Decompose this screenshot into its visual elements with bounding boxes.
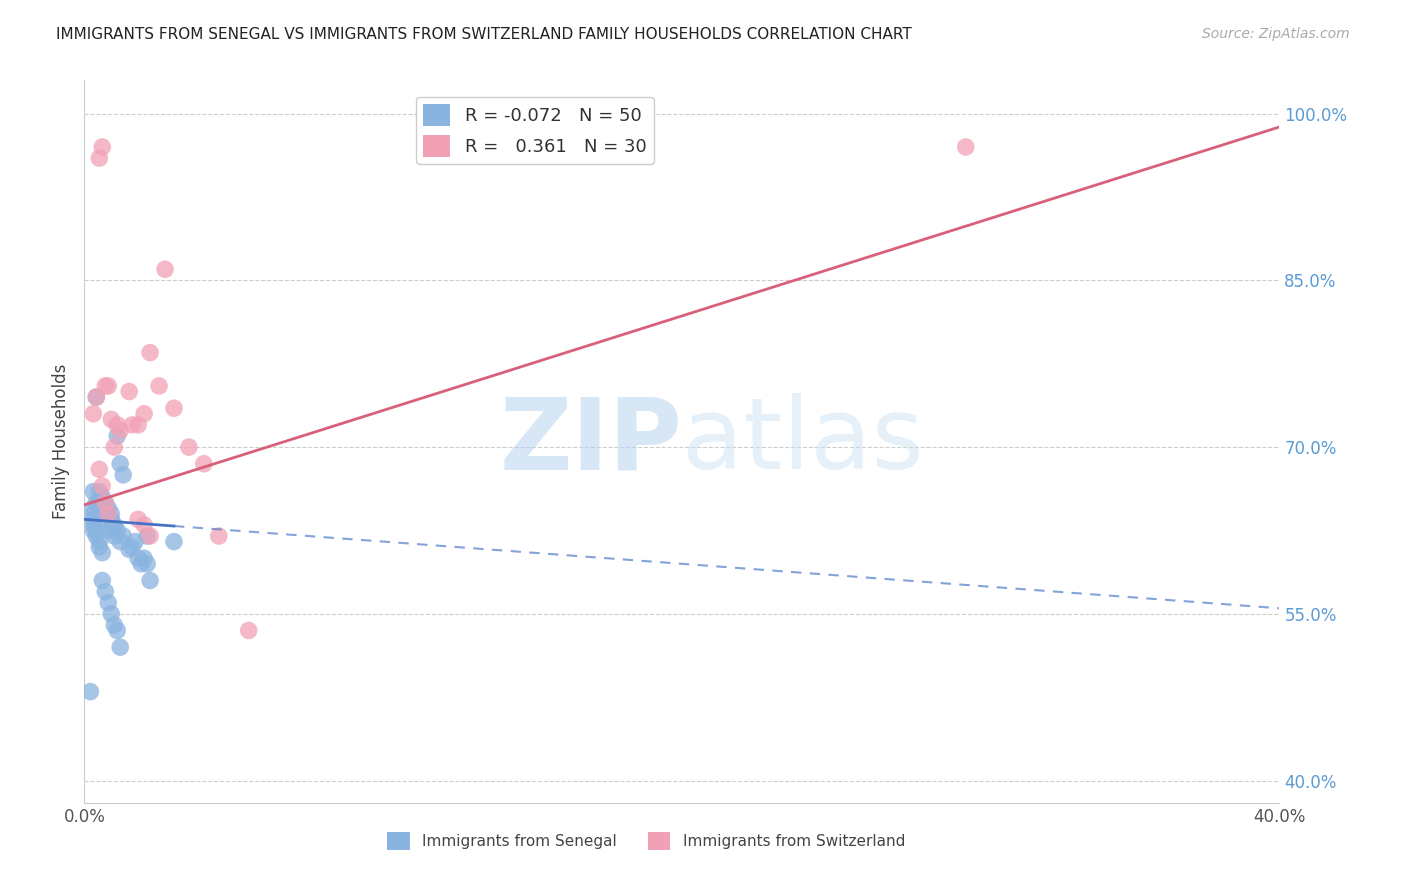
Point: [139, 529, 162, 543]
Point: [110, 424, 132, 438]
Point: [103, 517, 125, 532]
Point: [105, 524, 128, 538]
Point: [89, 462, 111, 476]
Point: [94, 517, 117, 532]
Legend: Immigrants from Senegal, Immigrants from Switzerland: Immigrants from Senegal, Immigrants from…: [381, 826, 911, 856]
Point: [955, 140, 977, 154]
Point: [94, 379, 117, 393]
Point: [97, 507, 120, 521]
Point: [91, 479, 114, 493]
Point: [132, 551, 156, 566]
Point: [132, 517, 156, 532]
Point: [91, 546, 114, 560]
Point: [153, 262, 176, 277]
Point: [103, 524, 125, 538]
Point: [163, 534, 186, 549]
Point: [86, 529, 108, 543]
Point: [100, 412, 122, 426]
Text: ZIP: ZIP: [499, 393, 682, 490]
Point: [208, 529, 231, 543]
Point: [118, 384, 141, 399]
Point: [82, 512, 104, 526]
Point: [91, 574, 114, 588]
Point: [82, 507, 104, 521]
Point: [112, 529, 135, 543]
Point: [121, 417, 143, 432]
Point: [82, 501, 104, 516]
Point: [103, 529, 125, 543]
Point: [94, 584, 117, 599]
Y-axis label: Family Households: Family Households: [52, 364, 70, 519]
Point: [82, 484, 104, 499]
Point: [82, 524, 104, 538]
Point: [103, 440, 125, 454]
Point: [89, 496, 111, 510]
Point: [177, 440, 200, 454]
Point: [136, 557, 159, 571]
Point: [193, 457, 215, 471]
Point: [97, 501, 120, 516]
Point: [94, 496, 117, 510]
Point: [121, 540, 143, 554]
Point: [86, 524, 108, 538]
Point: [110, 534, 132, 549]
Point: [148, 379, 170, 393]
Point: [100, 507, 122, 521]
Point: [97, 379, 120, 393]
Point: [79, 684, 101, 698]
Point: [136, 529, 159, 543]
Point: [91, 140, 114, 154]
Point: [82, 407, 104, 421]
Point: [124, 534, 146, 549]
Point: [91, 490, 114, 504]
Point: [86, 390, 108, 404]
Point: [100, 607, 122, 621]
Point: [139, 574, 162, 588]
Point: [118, 542, 141, 557]
Point: [86, 496, 108, 510]
Point: [105, 624, 128, 638]
Point: [238, 624, 260, 638]
Point: [132, 407, 156, 421]
Point: [112, 467, 135, 482]
Point: [127, 417, 149, 432]
Point: [103, 618, 125, 632]
Point: [89, 151, 111, 165]
Point: [100, 512, 122, 526]
Point: [127, 551, 149, 566]
Point: [105, 429, 128, 443]
Point: [94, 496, 117, 510]
Point: [105, 417, 128, 432]
Point: [97, 596, 120, 610]
Text: Source: ZipAtlas.com: Source: ZipAtlas.com: [1202, 27, 1350, 41]
Text: atlas: atlas: [682, 393, 924, 490]
Point: [129, 557, 152, 571]
Text: IMMIGRANTS FROM SENEGAL VS IMMIGRANTS FROM SWITZERLAND FAMILY HOUSEHOLDS CORRELA: IMMIGRANTS FROM SENEGAL VS IMMIGRANTS FR…: [56, 27, 912, 42]
Point: [97, 524, 120, 538]
Point: [127, 512, 149, 526]
Point: [91, 501, 114, 516]
Point: [89, 540, 111, 554]
Point: [86, 390, 108, 404]
Point: [89, 484, 111, 499]
Point: [163, 401, 186, 416]
Point: [110, 640, 132, 655]
Point: [110, 457, 132, 471]
Point: [139, 345, 162, 359]
Point: [89, 534, 111, 549]
Point: [82, 517, 104, 532]
